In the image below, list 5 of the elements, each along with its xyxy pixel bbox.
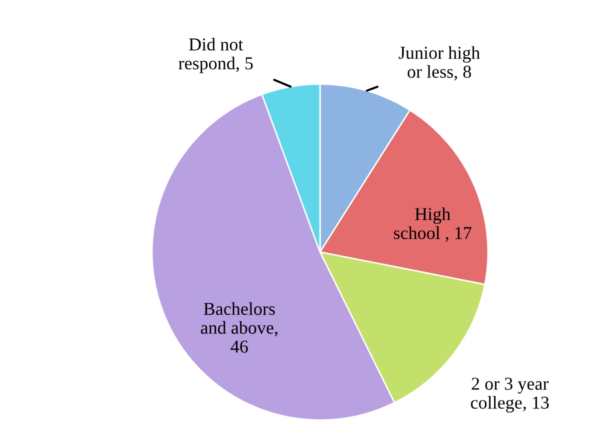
- slice-label: High school , 17: [394, 207, 472, 242]
- slice-label: Bachelors and above, 46: [200, 302, 278, 353]
- slice-label: 2 or 3 year college, 13: [470, 378, 549, 412]
- slice-label: Junior high or less, 8: [398, 46, 480, 80]
- slice-label: Did not respond, 5: [178, 38, 253, 74]
